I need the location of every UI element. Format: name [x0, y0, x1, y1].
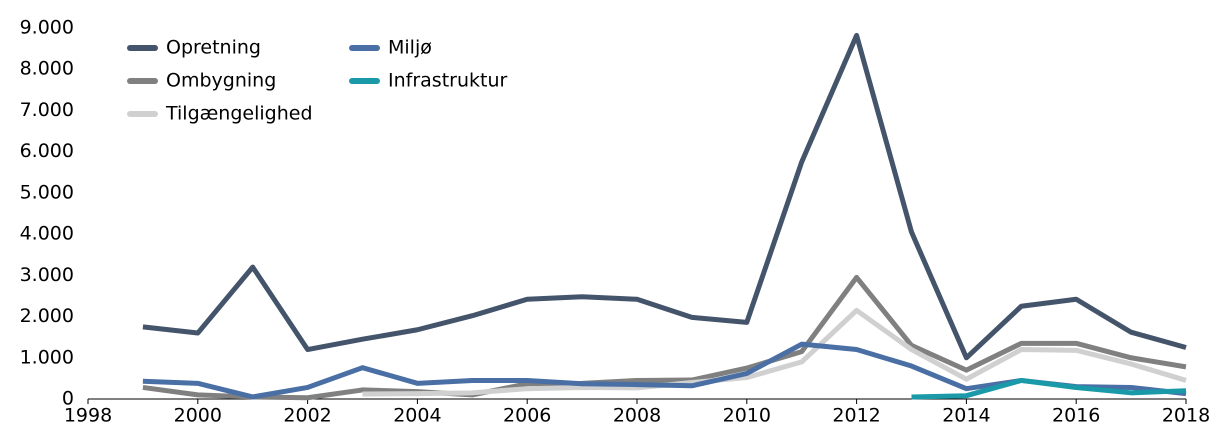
x-tick-label: 2000 — [174, 405, 222, 427]
series-line — [142, 274, 1187, 401]
x-tick-label: 2018 — [1162, 405, 1210, 427]
series-line — [142, 32, 1187, 361]
y-tick-label: 6.000 — [20, 140, 74, 162]
x-tick-label: 1998 — [64, 405, 112, 427]
legend-label: Infrastruktur — [388, 70, 507, 92]
x-tick-label: 2016 — [1052, 405, 1100, 427]
legend-label: Ombygning — [166, 70, 276, 92]
y-tick-label: 0 — [62, 388, 74, 410]
y-tick-label: 2.000 — [20, 305, 74, 327]
legend-label: Opretning — [166, 37, 261, 59]
legend-label: Miljø — [388, 37, 432, 59]
series-line — [911, 377, 1187, 400]
series-line — [362, 307, 1187, 397]
x-tick-label: 2006 — [503, 405, 551, 427]
x-tick-label: 2002 — [283, 405, 331, 427]
y-tick-label: 9.000 — [20, 17, 74, 39]
x-tick-label: 2008 — [613, 405, 661, 427]
x-tick-label: 2014 — [942, 405, 990, 427]
x-tick-label: 2010 — [723, 405, 771, 427]
y-tick-label: 8.000 — [20, 58, 74, 80]
y-tick-label: 4.000 — [20, 223, 74, 245]
y-tick-label: 3.000 — [20, 264, 74, 286]
x-tick-label: 2004 — [393, 405, 441, 427]
x-tick-label: 2012 — [832, 405, 880, 427]
y-tick-label: 5.000 — [20, 181, 74, 203]
legend-label: Tilgængelighed — [165, 103, 313, 125]
y-tick-label: 1.000 — [20, 346, 74, 368]
y-tick-label: 7.000 — [20, 99, 74, 121]
